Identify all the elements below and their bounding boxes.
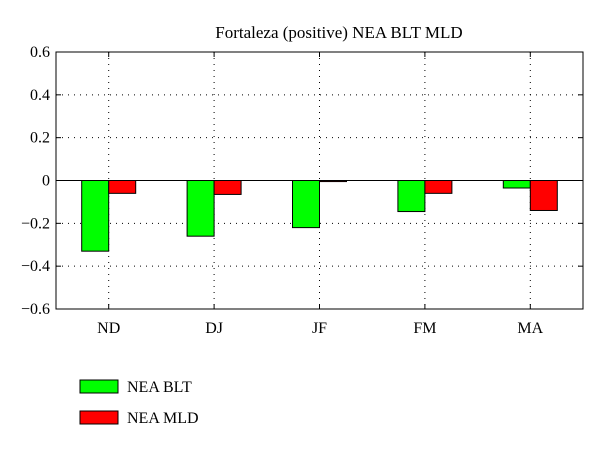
bar bbox=[81, 180, 110, 252]
legend: NEA BLT NEA MLD bbox=[79, 379, 199, 427]
plot-area: −0.6 −0.4 −0.2 0 0.2 0.4 0.6 ND DJ JF FM MA bbox=[21, 44, 584, 337]
chart-title: Fortaleza (positive) NEA BLT MLD bbox=[215, 23, 462, 42]
y-tick-label: −0.6 bbox=[21, 301, 50, 318]
bar bbox=[529, 180, 558, 211]
legend-label: NEA BLT bbox=[127, 379, 192, 396]
y-tick-label: −0.2 bbox=[21, 215, 50, 232]
bar bbox=[108, 180, 137, 194]
bar bbox=[213, 180, 242, 195]
bar bbox=[397, 180, 426, 213]
y-tick-label: −0.4 bbox=[21, 258, 50, 275]
bar bbox=[186, 180, 215, 237]
y-tick-label: 0.6 bbox=[30, 44, 50, 61]
legend-swatch bbox=[79, 410, 119, 425]
bar bbox=[502, 180, 531, 189]
legend-swatch bbox=[79, 379, 119, 394]
x-tick-label: ND bbox=[97, 320, 120, 337]
y-tick-label: 0.4 bbox=[30, 87, 50, 104]
y-tick-label: 0.2 bbox=[30, 130, 50, 147]
x-tick-label: JF bbox=[312, 320, 327, 337]
bar bbox=[292, 180, 320, 229]
y-tick-label: 0 bbox=[42, 173, 50, 190]
bar bbox=[424, 180, 453, 194]
x-tick-label: FM bbox=[413, 320, 436, 337]
x-tick-label: MA bbox=[517, 320, 543, 337]
x-tick-label: DJ bbox=[205, 320, 223, 337]
legend-label: NEA MLD bbox=[127, 410, 199, 427]
